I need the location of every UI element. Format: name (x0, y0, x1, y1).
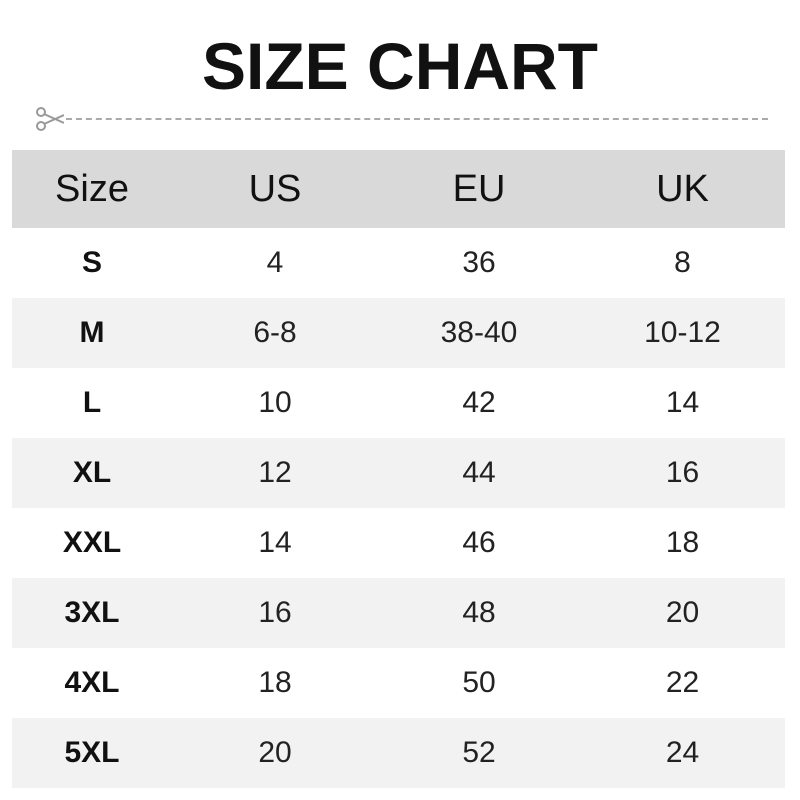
cut-line (34, 106, 768, 132)
size-label-cell: M (12, 298, 172, 368)
page-title: SIZE CHART (202, 29, 598, 103)
size-value-cell: 22 (665, 666, 700, 699)
size-label-cell: L (82, 386, 102, 419)
table-row: 5XL 20 52 24 (12, 718, 785, 788)
size-value-cell: 50 (462, 666, 496, 699)
size-value-cell: 24 (580, 718, 785, 788)
size-label-cell: 3XL (12, 578, 172, 648)
size-value-cell: 10 (258, 386, 292, 419)
table-row: XXL 14 46 18 (12, 508, 785, 578)
scissors-icon (36, 107, 64, 131)
size-label-cell: XXL (62, 526, 122, 559)
size-value-cell: 10-12 (580, 298, 785, 368)
size-value-cell: 18 (258, 666, 292, 699)
table-row: 4XL 18 50 22 (12, 648, 785, 718)
column-header: EU (378, 150, 580, 228)
column-header: US (172, 150, 378, 228)
header-row: Size US EU UK (12, 150, 785, 228)
size-value-cell: 46 (462, 526, 496, 559)
size-value-cell: 20 (172, 718, 378, 788)
table-row: L 10 42 14 (12, 368, 785, 438)
column-header: Size (12, 150, 172, 228)
size-value-cell: 36 (462, 246, 496, 279)
size-label-cell: 5XL (12, 718, 172, 788)
size-value-cell: 20 (580, 578, 785, 648)
table-row: M 6-8 38-40 10-12 (12, 298, 785, 368)
size-value-cell: 14 (258, 526, 292, 559)
size-value-cell: 6-8 (172, 298, 378, 368)
size-value-cell: 18 (665, 526, 700, 559)
size-value-cell: 16 (580, 438, 785, 508)
size-value-cell: 16 (172, 578, 378, 648)
table-row: XL 12 44 16 (12, 438, 785, 508)
table-row: S 4 36 8 (12, 228, 785, 298)
size-label-cell: S (81, 246, 102, 279)
size-value-cell: 48 (378, 578, 580, 648)
size-value-cell: 44 (378, 438, 580, 508)
size-value-cell: 42 (462, 386, 496, 419)
dashed-line (66, 118, 768, 120)
size-value-cell: 52 (378, 718, 580, 788)
size-value-cell: 4 (266, 246, 284, 279)
size-value-cell: 14 (665, 386, 700, 419)
table-row: 3XL 16 48 20 (12, 578, 785, 648)
size-table: Size US EU UK S 4 36 8 M 6-8 38-40 10-12 L 10 42 14 XL 1… (12, 150, 785, 788)
column-header: UK (580, 150, 785, 228)
size-value-cell: 38-40 (378, 298, 580, 368)
size-label-cell: XL (12, 438, 172, 508)
size-label-cell: 4XL (64, 666, 120, 699)
size-value-cell: 12 (172, 438, 378, 508)
size-value-cell: 8 (674, 246, 691, 279)
